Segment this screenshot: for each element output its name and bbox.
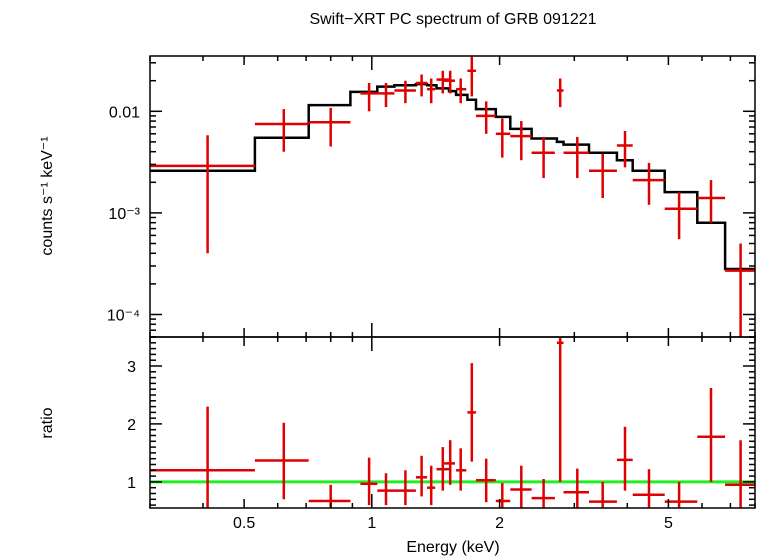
spectrum-point-17 xyxy=(556,78,564,108)
spectrum-y-tick-labels: 0.01 10⁻³ 10⁻⁴ xyxy=(107,104,141,324)
spectrum-panel: 0.01 10⁻³ 10⁻⁴ counts s⁻¹ keV⁻¹ xyxy=(39,55,756,338)
x-tick-label: 1 xyxy=(367,515,376,532)
ratio-point-7 xyxy=(415,455,428,497)
spectrum-point-2 xyxy=(254,109,309,152)
ratio-point-4 xyxy=(360,457,378,506)
spectrum-point-4 xyxy=(360,83,378,112)
spectrum-point-7 xyxy=(415,74,428,97)
x-tick-label: 5 xyxy=(664,515,673,532)
ratio-point-13 xyxy=(476,458,496,503)
ratio-point-6 xyxy=(394,470,416,506)
spectrum-frame xyxy=(149,55,756,338)
ratio-point-16 xyxy=(531,479,555,508)
y-tick-label: 10⁻³ xyxy=(108,206,140,223)
spectrum-ticks xyxy=(149,56,756,338)
spectrum-point-18 xyxy=(563,136,589,179)
spectrum-plot-area xyxy=(150,56,755,337)
spectrum-point-20 xyxy=(616,131,633,168)
spectrum-point-12 xyxy=(467,56,476,97)
ratio-panel: 1 2 3 0.5 1 2 5 ratio Energy (keV) xyxy=(39,336,756,556)
x-tick-label: 0.5 xyxy=(233,515,255,532)
ratio-point-9 xyxy=(436,447,449,491)
ratio-point-17 xyxy=(556,337,564,482)
spectrum-point-5 xyxy=(377,83,395,108)
ratio-data-points xyxy=(150,337,755,508)
spectrum-point-23 xyxy=(697,180,726,223)
y-tick-label: 10⁻⁴ xyxy=(107,308,140,325)
y-tick-label: 1 xyxy=(127,475,136,492)
ratio-point-3 xyxy=(308,484,351,508)
chart-title: Swift−XRT PC spectrum of GRB 091221 xyxy=(309,11,596,28)
spectrum-point-8 xyxy=(427,78,436,104)
spectrum-point-21 xyxy=(632,162,665,205)
spectrum-y-label: counts s⁻¹ keV⁻¹ xyxy=(39,136,56,255)
spectrum-point-19 xyxy=(589,154,617,198)
y-tick-label: 2 xyxy=(127,417,136,434)
model-curve xyxy=(150,82,755,271)
x-tick-label: 2 xyxy=(495,515,504,532)
spectrum-point-1 xyxy=(150,135,255,254)
spectrum-point-11 xyxy=(456,78,467,104)
ratio-ticks xyxy=(149,336,756,508)
ratio-point-21 xyxy=(632,469,665,508)
ratio-frame xyxy=(149,336,756,509)
ratio-point-5 xyxy=(377,473,395,506)
x-axis-label: Energy (keV) xyxy=(406,539,499,556)
ratio-point-19 xyxy=(589,481,617,508)
spectrum-point-22 xyxy=(664,192,698,240)
spectrum-data-points xyxy=(150,56,755,337)
spectrum-point-15 xyxy=(510,121,532,161)
spectrum-point-3 xyxy=(308,107,351,147)
model-step-line xyxy=(150,82,755,271)
y-tick-label: 0.01 xyxy=(109,104,140,121)
spectrum-point-6 xyxy=(394,80,416,104)
ratio-plot-area xyxy=(150,337,755,508)
ratio-point-15 xyxy=(510,465,532,508)
spectrum-point-24 xyxy=(725,243,755,337)
ratio-point-10 xyxy=(444,440,455,485)
ratio-point-18 xyxy=(563,468,589,508)
ratio-y-tick-labels: 1 2 3 xyxy=(127,359,136,492)
spectrum-point-14 xyxy=(495,118,511,158)
ratio-point-8 xyxy=(427,465,436,506)
ratio-point-12 xyxy=(467,363,476,462)
ratio-point-11 xyxy=(456,448,467,491)
y-tick-label: 3 xyxy=(127,359,136,376)
spectrum-point-9 xyxy=(436,70,449,94)
ratio-point-23 xyxy=(697,388,726,482)
ratio-point-24 xyxy=(725,440,755,508)
ratio-point-1 xyxy=(150,406,255,508)
ratio-point-20 xyxy=(616,426,633,491)
spectrum-point-10 xyxy=(444,70,455,94)
ratio-point-2 xyxy=(254,422,309,500)
ratio-point-22 xyxy=(664,481,698,508)
spectrum-point-16 xyxy=(531,136,555,179)
spectrum-point-13 xyxy=(476,101,496,134)
ratio-point-14 xyxy=(495,483,511,508)
x-tick-labels: 0.5 1 2 5 xyxy=(233,515,673,532)
ratio-y-label: ratio xyxy=(39,407,56,438)
